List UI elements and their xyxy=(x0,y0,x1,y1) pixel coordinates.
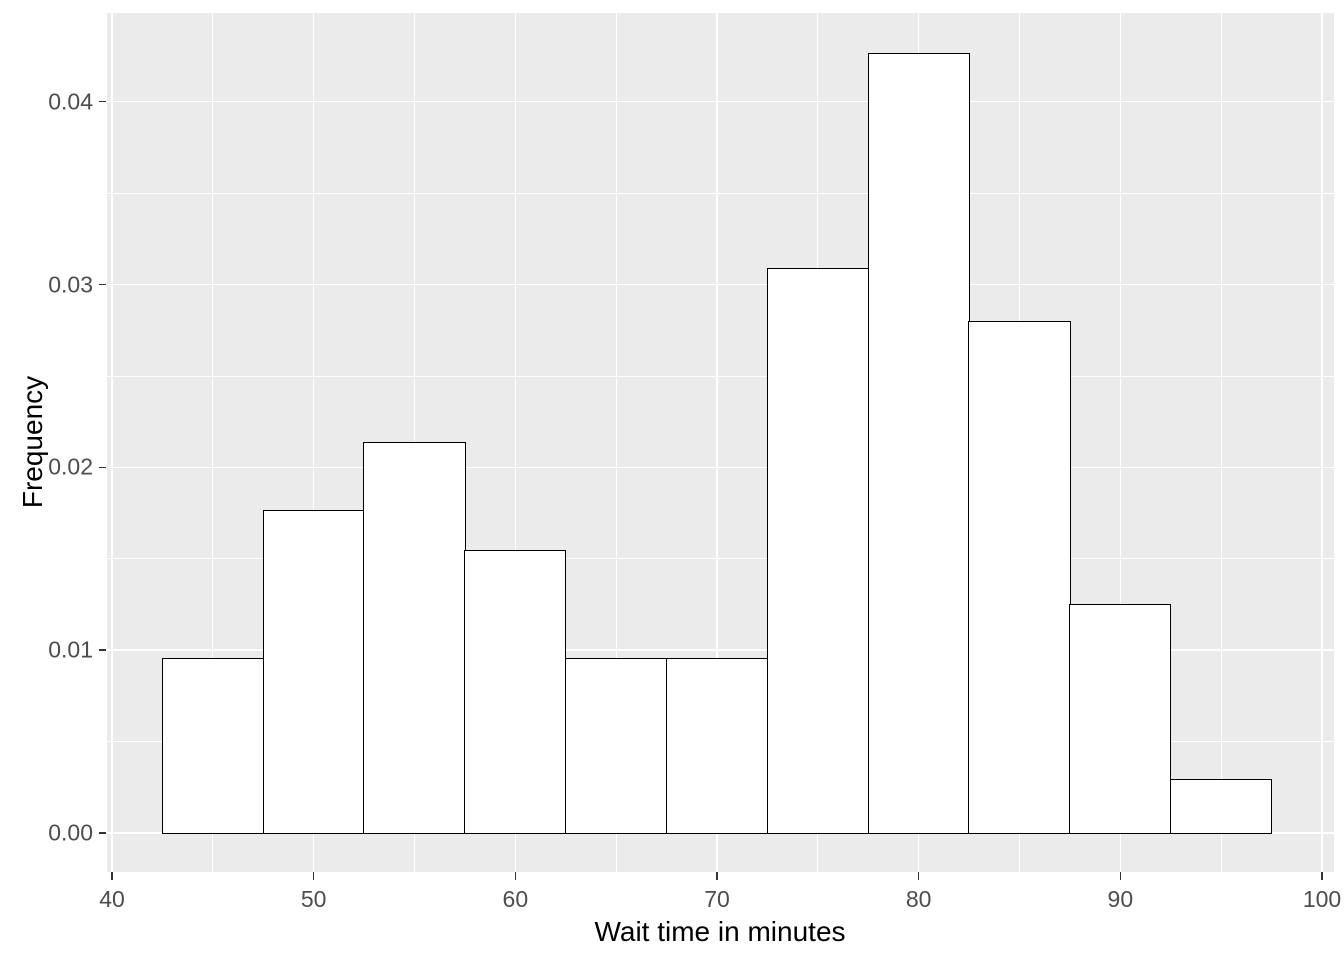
y-tick-label: 0.03 xyxy=(48,271,93,298)
x-axis-tick xyxy=(1119,872,1122,880)
gridline-minor-x xyxy=(212,13,214,872)
histogram-bar xyxy=(565,657,668,834)
gridline-major-y xyxy=(107,466,1334,469)
gridline-minor-y xyxy=(107,558,1334,560)
histogram-bar xyxy=(363,442,466,834)
gridline-major-y xyxy=(107,100,1334,103)
x-axis-tick xyxy=(514,872,517,880)
y-tick-label: 0.01 xyxy=(48,636,93,663)
gridline-major-x xyxy=(1119,13,1122,872)
histogram-bar xyxy=(665,657,769,834)
x-tick-label: 80 xyxy=(905,886,932,912)
y-axis-title: Frequency xyxy=(17,375,48,509)
y-tick-label: 0.00 xyxy=(48,819,93,846)
histogram-bar xyxy=(968,321,1071,834)
y-tick-label: 0.02 xyxy=(48,453,93,480)
histogram-bar xyxy=(1069,603,1172,834)
histogram-bar xyxy=(262,509,365,834)
gridline-minor-y xyxy=(107,192,1334,194)
x-axis-tick xyxy=(1321,872,1323,880)
plot-panel: 40 50 60 70 80 90 100 0.00 0.01 0.02 0.03 0.04 xyxy=(48,13,1341,911)
x-axis-tick xyxy=(111,872,113,880)
gridline-major-x xyxy=(312,13,315,872)
x-axis-tick xyxy=(716,872,718,880)
y-axis-tick xyxy=(99,466,106,469)
histogram-bar xyxy=(464,549,567,834)
x-axis-tick xyxy=(917,872,920,880)
y-axis-tick xyxy=(99,100,106,103)
x-axis-tick xyxy=(312,872,315,880)
y-axis-tick xyxy=(99,283,106,286)
y-axis-tick xyxy=(99,832,106,834)
gridline-major-x xyxy=(1321,13,1323,872)
x-tick-label: 100 xyxy=(1302,886,1342,912)
x-tick-label: 70 xyxy=(704,886,730,912)
gridline-major-y xyxy=(107,283,1334,286)
x-tick-label: 90 xyxy=(1107,886,1134,912)
gridline-minor-x xyxy=(615,13,617,872)
histogram-bar xyxy=(867,52,970,834)
gridline-major-x xyxy=(514,13,517,872)
x-tick-label: 40 xyxy=(99,886,125,912)
histogram-bar xyxy=(766,267,869,834)
histogram-bar xyxy=(1170,778,1273,834)
gridline-major-x xyxy=(716,13,718,872)
gridline-major-x xyxy=(111,13,113,872)
histogram-bar xyxy=(161,657,264,834)
y-tick-label: 0.04 xyxy=(48,88,93,115)
gridline-major-y xyxy=(107,649,1334,651)
y-axis-tick xyxy=(99,649,106,651)
x-tick-label: 60 xyxy=(502,886,529,912)
x-tick-label: 50 xyxy=(300,886,327,912)
x-axis-title: Wait time in minutes xyxy=(594,916,846,947)
gridline-minor-x xyxy=(1220,13,1222,872)
gridline-minor-y xyxy=(107,375,1334,377)
